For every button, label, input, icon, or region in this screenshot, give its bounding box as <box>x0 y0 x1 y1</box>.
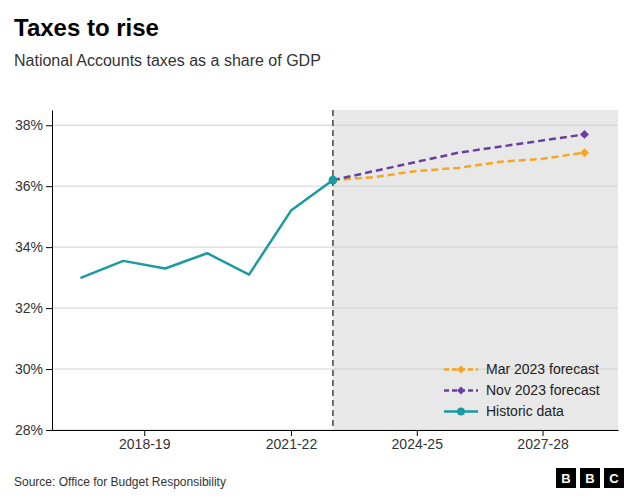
source: Source: Office for Budget Responsibility <box>14 475 226 489</box>
legend: Mar 2023 forecast Nov 2023 forecast Histor… <box>444 361 600 419</box>
x-axis-line <box>53 430 619 431</box>
grid-line <box>52 430 618 431</box>
series-line <box>333 134 585 180</box>
grid-line <box>333 308 618 309</box>
plot-area: 2018-19 2021-22 2024-25 2027-28 28% 30% 32% 34%… <box>15 110 619 452</box>
y-tick-mark <box>46 186 52 187</box>
forecast-divider <box>332 110 334 430</box>
y-tick-label: 34% <box>15 239 43 255</box>
x-tick-label: 2027-28 <box>517 436 569 452</box>
grid-line <box>52 308 618 309</box>
y-tick-label: 36% <box>15 178 43 194</box>
legend-item: Historic data <box>444 403 564 419</box>
legend-marker <box>457 387 465 395</box>
x-tick: 2021-22 <box>266 430 318 452</box>
series-marker <box>580 148 589 157</box>
y-tick: 36% <box>15 178 52 194</box>
logo-box <box>604 468 624 488</box>
grid-line <box>333 125 618 126</box>
x-tick: 2027-28 <box>517 430 569 452</box>
y-tick-mark <box>46 369 52 370</box>
x-tick-label: 2021-22 <box>266 436 318 452</box>
title: Taxes to rise <box>14 14 159 41</box>
legend-item: Mar 2023 forecast <box>444 361 599 377</box>
series-line <box>81 180 333 278</box>
legend-marker <box>457 408 465 416</box>
legend-item: Nov 2023 forecast <box>444 382 600 398</box>
logo-letter: C <box>609 471 619 486</box>
y-tick: 32% <box>15 300 52 316</box>
x-tick-label: 2024-25 <box>392 436 444 452</box>
y-tick-label: 32% <box>15 300 43 316</box>
y-tick: 28% <box>15 422 52 438</box>
y-tick-mark <box>46 247 52 248</box>
y-tick-label: 38% <box>15 117 43 133</box>
legend-label: Nov 2023 forecast <box>486 382 600 398</box>
x-tick-label: 2018-19 <box>119 436 171 452</box>
subtitle: National Accounts taxes as a share of GD… <box>14 52 321 69</box>
data-layer <box>81 110 618 430</box>
y-tick: 30% <box>15 361 52 377</box>
y-tick-mark <box>46 308 52 309</box>
y-axis: 28% 30% 32% 34% 36% 38% <box>15 111 53 438</box>
x-tick: 2024-25 <box>392 430 444 452</box>
y-tick-label: 28% <box>15 422 43 438</box>
series-marker <box>580 130 589 139</box>
grid-line <box>52 186 618 187</box>
grid-line <box>52 125 618 126</box>
logo: BBC <box>556 468 624 488</box>
x-axis: 2018-19 2021-22 2024-25 2027-28 <box>53 430 619 452</box>
y-tick: 38% <box>15 117 52 133</box>
logo-box <box>580 468 600 488</box>
y-tick-mark <box>46 125 52 126</box>
logo-letter: B <box>561 471 570 486</box>
y-tick: 34% <box>15 239 52 255</box>
logo-letter: B <box>585 471 594 486</box>
grid-line <box>333 247 618 248</box>
series-line <box>333 153 585 180</box>
logo-box <box>556 468 576 488</box>
grid-line <box>333 186 618 187</box>
series-marker <box>329 176 338 185</box>
forecast-shading <box>333 110 618 430</box>
grid-line <box>52 247 618 248</box>
legend-label: Historic data <box>486 403 564 419</box>
x-tick: 2018-19 <box>119 430 171 452</box>
legend-marker <box>457 366 465 374</box>
legend-label: Mar 2023 forecast <box>486 361 599 377</box>
y-tick-label: 30% <box>15 361 43 377</box>
y-axis-line <box>52 111 53 431</box>
y-tick-mark <box>46 430 52 431</box>
grid-line <box>333 430 618 431</box>
chart: Taxes to rise National Accounts taxes as … <box>0 0 640 500</box>
